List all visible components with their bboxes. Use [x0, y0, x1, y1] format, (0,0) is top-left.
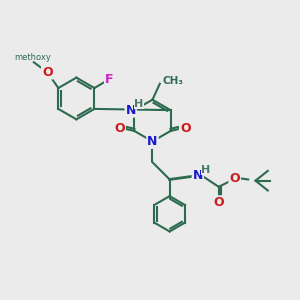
Text: F: F — [105, 73, 113, 86]
Text: O: O — [42, 66, 52, 79]
Text: O: O — [229, 172, 240, 185]
Text: N: N — [125, 103, 136, 117]
Text: H: H — [134, 99, 143, 109]
Text: O: O — [180, 122, 190, 135]
Text: CH₃: CH₃ — [162, 76, 183, 86]
Text: H: H — [201, 165, 211, 176]
Text: N: N — [193, 169, 203, 182]
Text: O: O — [114, 122, 125, 135]
Text: O: O — [213, 196, 224, 209]
Text: N: N — [147, 135, 158, 148]
Text: methoxy: methoxy — [14, 53, 51, 62]
